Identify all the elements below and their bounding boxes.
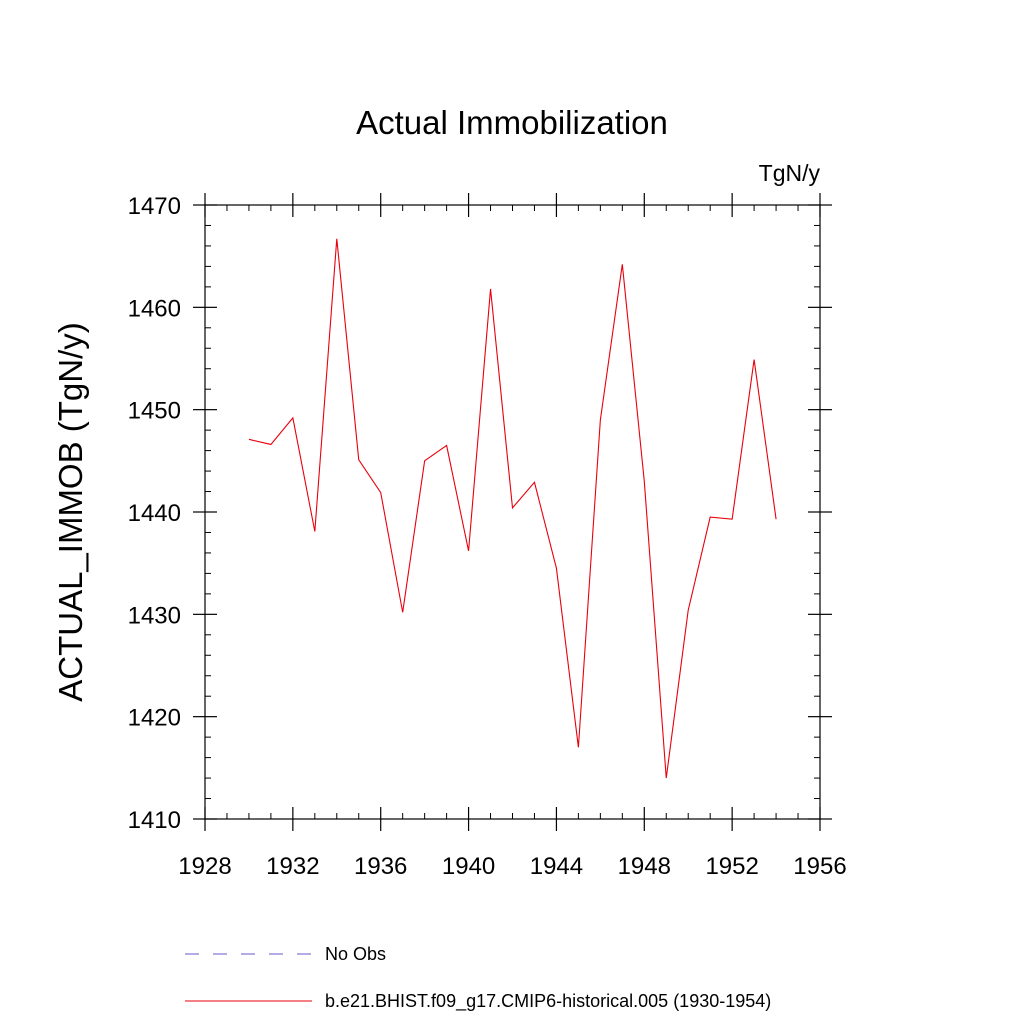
plot-area: 1928 1932 1936 1940 1944 1948 1952 1956 1410 142…	[128, 193, 847, 880]
units-label: TgN/y	[759, 160, 821, 186]
major-ticks	[193, 193, 832, 831]
legend-label-no-obs: No Obs	[325, 944, 386, 964]
y-tick-label: 1420	[128, 705, 181, 732]
y-tick-labels: 1410 1420 1430 1440 1450 1460 1470	[128, 193, 181, 834]
x-tick-label: 1936	[354, 853, 407, 880]
y-tick-label: 1470	[128, 193, 181, 220]
x-tick-label: 1940	[442, 853, 495, 880]
series-line-1	[248, 238, 777, 779]
x-tick-label: 1944	[530, 853, 583, 880]
legend: No Obs b.e21.BHIST.f09_g17.CMIP6-histori…	[185, 944, 771, 1012]
y-tick-label: 1440	[128, 500, 181, 527]
x-tick-label: 1948	[618, 853, 671, 880]
x-tick-label: 1928	[178, 853, 231, 880]
y-tick-label: 1460	[128, 295, 181, 322]
x-tick-labels: 1928 1932 1936 1940 1944 1948 1952 1956	[178, 853, 846, 880]
plot-frame	[204, 204, 821, 820]
y-tick-label: 1430	[128, 602, 181, 629]
y-tick-label: 1410	[128, 807, 181, 834]
y-tick-label: 1450	[128, 398, 181, 425]
x-tick-label: 1932	[266, 853, 319, 880]
legend-label-model: b.e21.BHIST.f09_g17.CMIP6-historical.005…	[325, 991, 771, 1012]
minor-ticks	[205, 205, 820, 819]
chart-title: Actual Immobilization	[356, 104, 668, 141]
series-layer	[248, 238, 777, 779]
x-tick-label: 1956	[793, 853, 846, 880]
y-axis-label: ACTUAL_IMMOB (TgN/y)	[52, 322, 89, 702]
x-tick-label: 1952	[705, 853, 758, 880]
